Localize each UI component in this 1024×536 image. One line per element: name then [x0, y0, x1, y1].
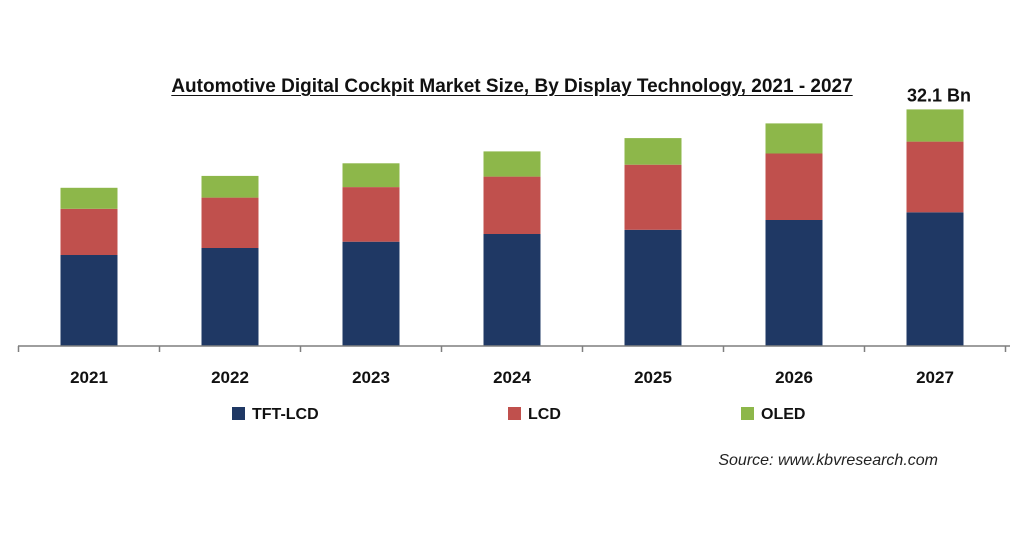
- x-tick-label: 2025: [634, 368, 672, 387]
- bar-segment-oled-2023: [342, 163, 400, 188]
- bar-segment-lcd-2025: [624, 164, 682, 230]
- bar-segment-oled-2022: [201, 175, 259, 198]
- bar-segment-oled-2021: [60, 187, 118, 209]
- x-axis-ticks: [17, 346, 1007, 352]
- annotation-group: 32.1 Bn: [907, 85, 971, 105]
- bars-group: [60, 109, 964, 346]
- legend: TFT-LCD LCD OLED: [232, 406, 805, 423]
- legend-label-oled: OLED: [761, 406, 805, 423]
- x-tick-label: 2021: [70, 368, 108, 387]
- legend-label-lcd: LCD: [528, 406, 561, 423]
- bar-segment-tft-lcd-2022: [201, 248, 259, 346]
- bar-segment-lcd-2023: [342, 187, 400, 242]
- bar-segment-oled-2024: [483, 151, 541, 177]
- x-axis-tick-labels: 2021 2022 2023 2024 2025 2026 2027: [70, 368, 954, 387]
- x-tick-label: 2022: [211, 368, 249, 387]
- bar-segment-tft-lcd-2021: [60, 255, 118, 346]
- legend-swatch-tft-lcd: [232, 407, 245, 420]
- bar-segment-tft-lcd-2026: [765, 220, 823, 346]
- chart-title: Automotive Digital Cockpit Market Size, …: [0, 76, 1024, 98]
- x-tick-label: 2023: [352, 368, 390, 387]
- bar-segment-oled-2025: [624, 138, 682, 165]
- total-annotation: 32.1 Bn: [907, 85, 971, 105]
- bar-segment-tft-lcd-2023: [342, 241, 400, 346]
- legend-label-tft-lcd: TFT-LCD: [252, 406, 319, 423]
- bar-segment-oled-2026: [765, 123, 823, 154]
- legend-swatch-oled: [741, 407, 754, 420]
- bar-segment-lcd-2022: [201, 197, 259, 248]
- x-tick-label: 2026: [775, 368, 813, 387]
- x-tick-label: 2027: [916, 368, 954, 387]
- bar-segment-tft-lcd-2025: [624, 229, 682, 346]
- bar-segment-lcd-2026: [765, 153, 823, 220]
- bar-segment-tft-lcd-2024: [483, 234, 541, 346]
- x-tick-label: 2024: [493, 368, 531, 387]
- chart-title-text: Automotive Digital Cockpit Market Size, …: [171, 76, 853, 97]
- bar-segment-tft-lcd-2027: [906, 212, 964, 346]
- bar-segment-oled-2027: [906, 109, 964, 142]
- source-note: Source: www.kbvresearch.com: [718, 452, 938, 469]
- legend-swatch-lcd: [508, 407, 521, 420]
- bar-segment-lcd-2021: [60, 208, 118, 255]
- bar-segment-lcd-2024: [483, 176, 541, 234]
- bar-segment-lcd-2027: [906, 141, 964, 213]
